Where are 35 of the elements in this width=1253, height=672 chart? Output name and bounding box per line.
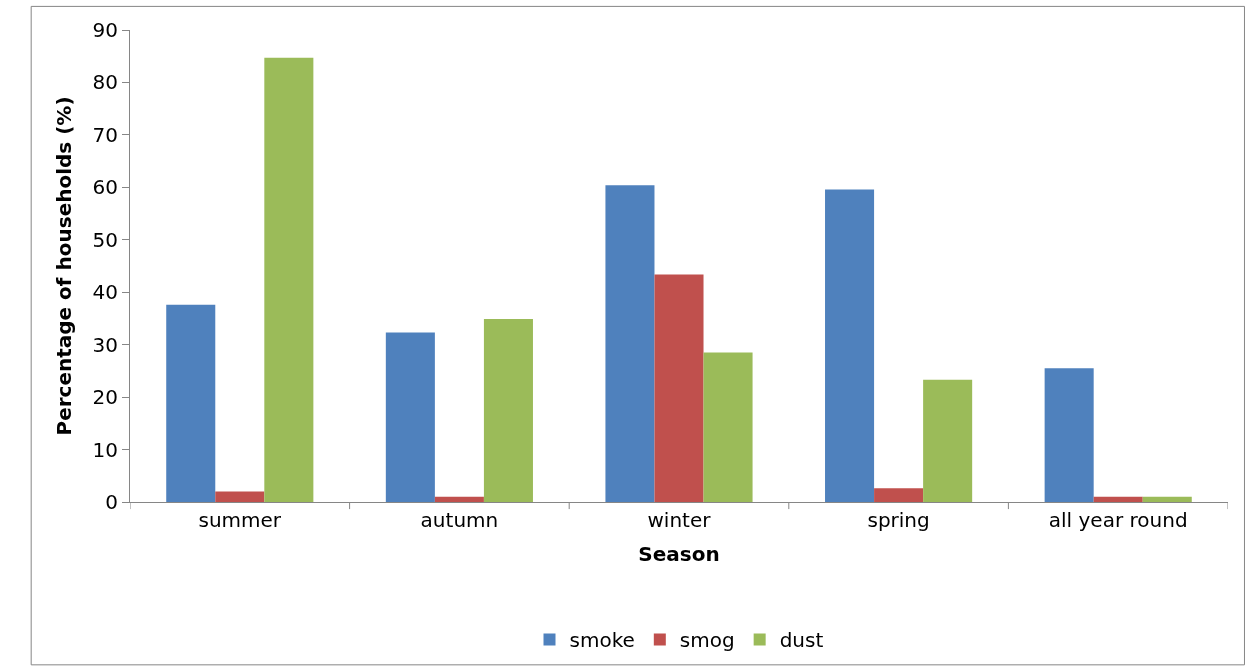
bar: [923, 379, 973, 502]
y-tick-label: 90: [92, 18, 118, 42]
bar: [1142, 496, 1192, 502]
legend-label: dust: [779, 628, 824, 653]
bar: [434, 496, 484, 502]
bar: [605, 185, 655, 502]
y-tick-label: 60: [92, 175, 118, 200]
bar: [703, 352, 753, 502]
x-tick-label: winter: [647, 508, 712, 532]
y-tick-label: 40: [92, 280, 118, 305]
x-tick-label: spring: [867, 508, 930, 532]
x-tick-label: all year round: [1048, 508, 1188, 532]
legend-label: smog: [679, 628, 735, 653]
bar: [264, 57, 314, 502]
y-tick-label: 50: [92, 227, 118, 252]
bar: [654, 274, 704, 502]
y-tick-label: 10: [92, 437, 118, 462]
x-tick-label: autumn: [420, 508, 499, 532]
y-tick-label: 30: [92, 332, 118, 357]
bar: [483, 318, 533, 502]
bar: [385, 332, 435, 502]
y-tick-label: 80: [92, 70, 118, 95]
bar: [874, 488, 924, 502]
x-tick-label: summer: [198, 508, 282, 532]
bar: [166, 304, 216, 502]
x-axis-title: Season: [638, 541, 720, 566]
bar: [1044, 368, 1094, 502]
y-tick-label: 0: [105, 490, 118, 514]
bar: [215, 491, 265, 502]
bar: [1093, 496, 1143, 502]
y-axis-title: Percentage of households (%): [52, 96, 77, 436]
legend-label: smoke: [569, 628, 635, 653]
bar: [825, 189, 875, 502]
y-tick-label: 70: [92, 122, 118, 147]
y-tick-label: 20: [92, 385, 118, 410]
